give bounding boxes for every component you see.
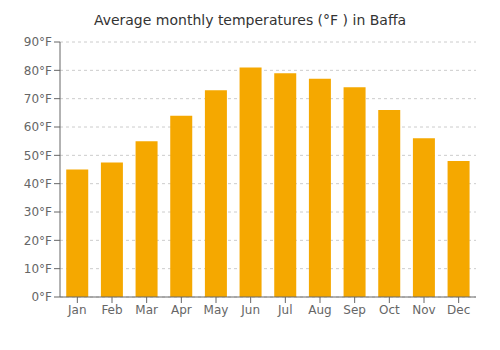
svg-text:Aug: Aug: [308, 303, 331, 317]
html-text:Average monthly temperatures (: Average monthly temperatures (°F ) in Ba…: [93, 12, 407, 28]
svg-text:Feb: Feb: [101, 303, 122, 317]
svg-text:May: May: [204, 303, 229, 317]
svg-text:20°F: 20°F: [24, 234, 52, 248]
svg-text:Jul: Jul: [277, 303, 292, 317]
svg-text:Dec: Dec: [447, 303, 470, 317]
svg-text:30°F: 30°F: [24, 205, 52, 219]
svg-text:Mar: Mar: [135, 303, 158, 317]
svg-text:Sep: Sep: [343, 303, 366, 317]
svg-text:60°F: 60°F: [24, 120, 52, 134]
svg-text:90°F: 90°F: [24, 35, 52, 49]
svg-text:Jan: Jan: [67, 303, 87, 317]
svg-text:70°F: 70°F: [24, 92, 52, 106]
svg-text:Apr: Apr: [171, 303, 192, 317]
svg-text:40°F: 40°F: [24, 177, 52, 191]
svg-text:Nov: Nov: [412, 303, 435, 317]
svg-text:10°F: 10°F: [24, 262, 52, 276]
svg-text:Jun: Jun: [240, 303, 260, 317]
svg-text:Oct: Oct: [379, 303, 400, 317]
svg-text:0°F: 0°F: [31, 290, 52, 304]
svg-text:50°F: 50°F: [24, 149, 52, 163]
svg-text:80°F: 80°F: [24, 64, 52, 78]
